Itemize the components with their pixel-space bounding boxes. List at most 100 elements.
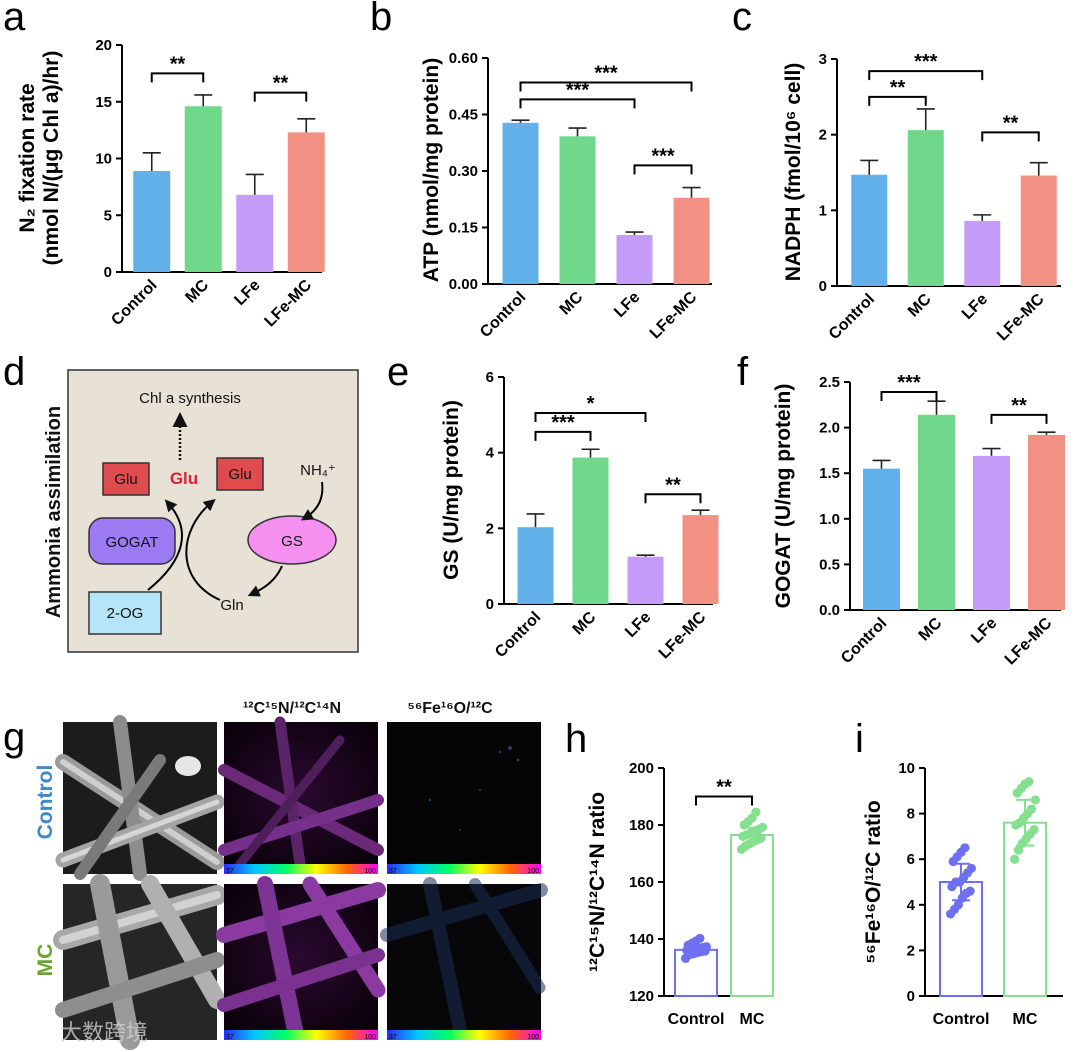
y-tick-label-c-3: 3 <box>819 51 827 68</box>
col2-header: ⁵⁶Fe¹⁶O/¹²C <box>407 700 493 717</box>
og-box <box>88 591 162 635</box>
colorbar-min-4: 37 <box>389 1034 397 1041</box>
y-tick-label-h-2: 160 <box>629 874 654 891</box>
gs-oval <box>247 515 337 565</box>
bar-c-MC <box>907 130 944 286</box>
x-label-c-LFe-MC: LFe-MC <box>994 290 1048 344</box>
x-label-e-LFe: LFe <box>622 609 654 641</box>
y-tick-label-b-2: 0.30 <box>449 163 478 180</box>
y-tick-label-f-4: 2.0 <box>819 420 840 437</box>
colorbar-min-3: 37 <box>389 868 397 875</box>
bar-a-LFe <box>236 194 274 272</box>
sig-bracket-b-1 <box>519 98 636 109</box>
y-tick-label-e-3: 6 <box>486 369 494 386</box>
y-tick-label-b-1: 0.15 <box>449 220 478 237</box>
sig-label-f-1: ** <box>1011 395 1027 417</box>
bar-a-LFe-MC <box>287 132 325 272</box>
sig-label-e-2: ** <box>665 474 681 496</box>
y-title-i: ⁵⁶Fe¹⁶O/¹²C ratio <box>862 800 885 963</box>
panel-letter-e: e <box>387 350 409 394</box>
sig-bracket-a-1 <box>253 91 308 102</box>
x-label-f-Control: Control <box>838 615 890 667</box>
x-label-a-LFe: LFe <box>231 277 263 309</box>
point-i-Control-5 <box>965 886 975 896</box>
x-label-f-MC: MC <box>916 614 946 644</box>
y-tick-label-f-3: 1.5 <box>819 465 840 482</box>
colorbar-feo-mc <box>387 1030 541 1040</box>
y-tick-label-h-0: 120 <box>629 988 654 1005</box>
sig-bracket-b-2 <box>633 164 693 175</box>
point-i-MC-0 <box>1010 854 1020 864</box>
y-tick-label-i-1: 2 <box>907 942 915 959</box>
sig-bracket-e-2 <box>644 493 702 504</box>
colorbar-feo-control <box>387 864 541 874</box>
colorbar-min-2: 37 <box>226 1034 234 1041</box>
chart-b: 0.00 0.15 0.30 0.45 0.60 Control MC LFe LFe-MC **… <box>420 50 712 342</box>
y-tick-label-f-5: 2.5 <box>819 374 840 391</box>
y-title-c: NADPH (fmol/10⁶ cell) <box>782 63 805 282</box>
nanosims-feo-control-dots <box>428 746 520 831</box>
panel-letter-f: f <box>737 350 749 394</box>
sig-bracket-b-0 <box>519 81 693 92</box>
arrow-og-to-glu <box>147 499 183 591</box>
bar-b-Control <box>502 122 539 284</box>
y-tick-label-h-3: 180 <box>629 817 654 834</box>
x-label-b-MC: MC <box>557 288 587 318</box>
y-tick-label-i-2: 4 <box>907 897 916 914</box>
y-tick-label-b-0: 0.00 <box>449 276 478 293</box>
sig-label-b-2: *** <box>651 145 675 167</box>
y-tick-label-h-1: 140 <box>629 931 654 948</box>
y-title-f: GOGAT (U/mg protein) <box>772 384 795 609</box>
nanosims-feo-mc-filaments <box>380 877 548 1037</box>
y-tick-label-i-3: 6 <box>907 851 915 868</box>
y-tick-label-c-1: 1 <box>819 202 827 219</box>
sig-label-b-0: *** <box>594 62 618 84</box>
panel-letter-h: h <box>565 717 587 761</box>
x-label-c-MC: MC <box>905 290 935 320</box>
bar-b-LFe <box>616 235 653 284</box>
sig-bracket-e-1 <box>534 430 592 441</box>
bar-e-Control <box>517 527 554 604</box>
nanosims-cn-mc-filaments <box>216 876 386 1038</box>
y-tick-label-i-0: 0 <box>907 988 915 1005</box>
y-tick-label-e-2: 4 <box>486 445 495 462</box>
arrow-gln-to-glu <box>185 498 221 601</box>
x-label-e-MC: MC <box>570 608 600 638</box>
sig-label-e-0: * <box>587 393 595 415</box>
point-i-MC-1 <box>1013 845 1024 855</box>
y-tick-label-i-5: 10 <box>898 760 915 777</box>
bar-f-MC <box>918 414 955 610</box>
y-tick-label-c-2: 2 <box>819 127 827 144</box>
sig-bracket-c-0 <box>868 70 984 81</box>
y-tick-label-h-4: 200 <box>629 760 654 777</box>
imaging-panel: ¹²C¹⁵N/¹²C¹⁴N ⁵⁶Fe¹⁶O/¹²C Control MC <box>34 700 548 1050</box>
colorbar-max-2: 100 <box>364 1034 376 1041</box>
y-tick-label-a-2: 10 <box>95 151 112 168</box>
x-label-h-MC: MC <box>740 1011 765 1028</box>
glu-left-label: Glu <box>114 471 137 488</box>
y-title-h: ¹²C¹⁵N/¹²C¹⁴N ratio <box>586 792 609 972</box>
gogat-box <box>88 517 176 565</box>
bar-i-MC <box>1003 821 1047 997</box>
bar-e-LFe <box>627 556 664 604</box>
x-label-a-MC: MC <box>182 276 212 306</box>
y-title-a-line2: (nmol N/(μg Chl a)/hr) <box>40 51 63 266</box>
sig-label-f-0: *** <box>897 372 921 394</box>
x-label-b-Control: Control <box>477 289 529 341</box>
bar-f-LFe <box>973 455 1010 610</box>
bar-c-Control <box>851 174 888 286</box>
x-label-a-LFe-MC: LFe-MC <box>262 276 316 330</box>
x-label-h-Control: Control <box>668 1011 725 1028</box>
point-h-MC-5 <box>756 833 766 843</box>
y-tick-label-f-1: 0.5 <box>819 556 840 573</box>
row1-label: Control <box>34 765 57 840</box>
panel-letter-b: b <box>370 0 392 39</box>
y-title-b: ATP (nmol/mg protein) <box>420 58 443 282</box>
x-label-a-Control: Control <box>108 277 160 329</box>
diagram-side-title: Ammonia assimilation <box>43 406 65 618</box>
gogat-label: GOGAT <box>105 534 158 551</box>
bar-a-MC <box>184 106 222 272</box>
x-label-e-Control: Control <box>492 609 544 661</box>
